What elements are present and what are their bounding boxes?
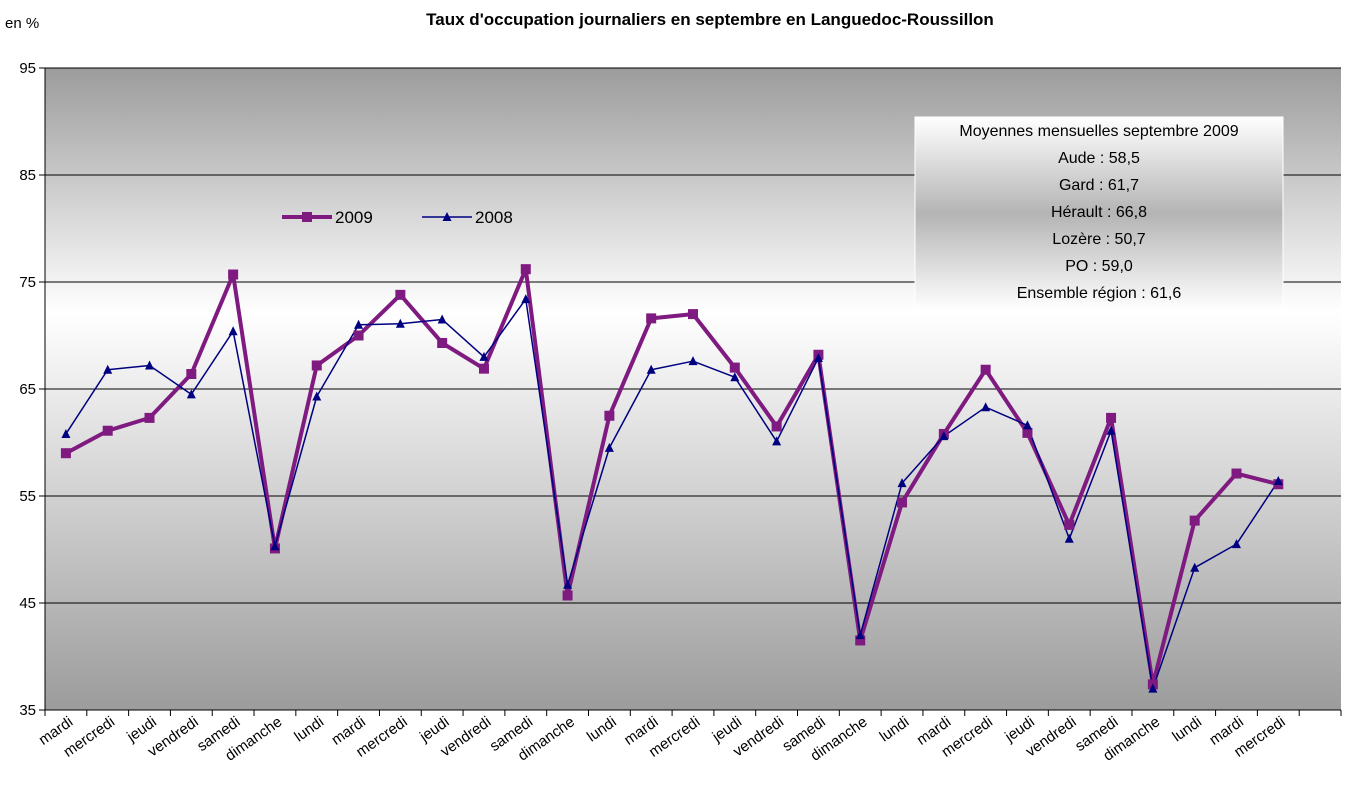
data-point-2008: [479, 351, 489, 361]
series: [60, 264, 1284, 693]
legend-marker-2008: [442, 212, 452, 221]
legend: 2009 2008: [282, 208, 513, 227]
data-point-2008: [1231, 539, 1241, 549]
data-point-2008: [1148, 683, 1158, 693]
data-point-2009: [1231, 468, 1242, 479]
data-point-2008: [1106, 425, 1116, 435]
data-point-2009: [897, 497, 908, 508]
data-point-2009: [395, 289, 406, 300]
data-point-2008: [897, 478, 907, 488]
data-point-2009: [562, 590, 573, 601]
series-line-2008: [65, 298, 1279, 690]
y-tick-label: 35: [19, 702, 36, 719]
y-tick-label: 85: [19, 167, 36, 184]
data-point-2008: [1190, 562, 1200, 572]
data-point-2009: [144, 412, 155, 423]
data-point-2008: [855, 630, 865, 640]
data-point-2008: [228, 326, 238, 336]
data-point-2009: [980, 364, 991, 375]
data-point-2009: [228, 269, 239, 280]
data-point-2009: [1064, 519, 1075, 530]
data-point-2009: [771, 421, 782, 432]
data-point-2009: [729, 362, 740, 373]
y-axis-unit: en %: [5, 15, 39, 32]
averages-line: Aude : 58,5: [1058, 150, 1140, 167]
x-tick-label: lundi: [1169, 713, 1205, 745]
chart-title: Taux d'occupation journaliers en septemb…: [426, 10, 994, 29]
data-point-2008: [1064, 533, 1074, 543]
data-point-2009: [437, 337, 448, 348]
data-point-2008: [1022, 420, 1032, 430]
data-point-2009: [102, 425, 113, 436]
x-tick-label: lundi: [877, 713, 913, 745]
data-point-2009: [1022, 427, 1033, 438]
y-tick-label: 95: [19, 60, 36, 77]
data-point-2008: [646, 364, 656, 374]
data-point-2008: [521, 294, 531, 304]
data-point-2008: [939, 431, 949, 441]
data-point-2008: [813, 352, 823, 362]
data-point-2009: [186, 369, 197, 380]
data-point-2008: [437, 314, 447, 324]
data-point-2008: [772, 436, 782, 446]
averages-line: Ensemble région : 61,6: [1017, 285, 1182, 302]
data-point-2009: [855, 635, 866, 646]
data-point-2009: [604, 410, 615, 421]
averages-box-bg: [914, 116, 1284, 311]
data-point-2008: [270, 541, 280, 551]
data-point-2008: [604, 442, 614, 452]
averages-line: PO : 59,0: [1065, 258, 1133, 275]
data-point-2009: [353, 330, 364, 341]
legend-label-2009: 2009: [335, 208, 373, 227]
x-tick-label: lundi: [291, 713, 327, 745]
data-point-2008: [312, 391, 322, 401]
data-point-2008: [61, 428, 71, 438]
data-point-2008: [730, 372, 740, 382]
data-point-2008: [981, 402, 991, 412]
data-point-2008: [688, 356, 698, 366]
data-point-2009: [1106, 412, 1117, 423]
data-point-2008: [395, 318, 405, 328]
data-point-2009: [60, 448, 71, 459]
monthly-averages-box: Moyennes mensuelles septembre 2009 Aude :…: [914, 116, 1284, 311]
y-tick-label: 65: [19, 381, 36, 398]
data-point-2009: [520, 264, 531, 275]
data-point-2009: [688, 309, 698, 320]
averages-line: Hérault : 66,8: [1051, 204, 1147, 221]
data-point-2009: [646, 313, 657, 324]
data-point-2008: [186, 389, 196, 399]
data-point-2008: [563, 579, 573, 589]
averages-line: Lozère : 50,7: [1052, 231, 1146, 248]
averages-line: Gard : 61,7: [1059, 177, 1139, 194]
data-point-2009: [1189, 515, 1200, 526]
data-point-2009: [311, 360, 322, 371]
data-point-2008: [1273, 476, 1283, 486]
data-point-2008: [103, 364, 113, 374]
series-line-2009: [64, 267, 1279, 687]
data-point-2009: [478, 363, 489, 374]
legend-label-2008: 2008: [475, 208, 513, 227]
legend-marker-2009: [302, 212, 312, 222]
y-tick-label: 55: [19, 488, 36, 505]
x-tick-label: lundi: [584, 713, 620, 745]
data-point-2008: [354, 319, 364, 329]
data-point-2008: [145, 360, 155, 370]
y-tick-label: 45: [19, 595, 36, 612]
y-tick-label: 75: [19, 274, 36, 291]
averages-title: Moyennes mensuelles septembre 2009: [959, 123, 1238, 140]
